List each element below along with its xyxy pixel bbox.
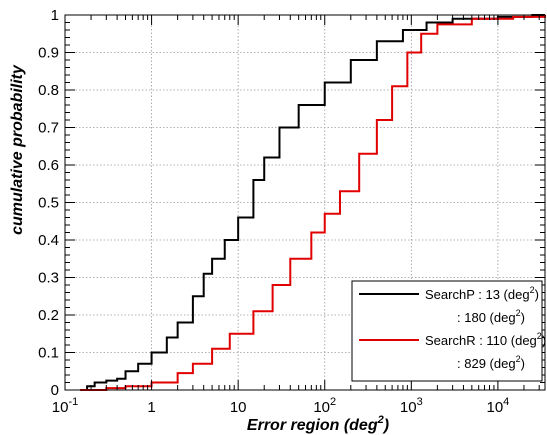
y-tick-label: 1 (51, 7, 59, 24)
x-tick-label-exponent: 2 (330, 396, 336, 408)
legend-entry-unit-close: ) (542, 333, 546, 348)
legend-entry-text: : 180 (deg2) (457, 308, 525, 325)
series-line-searchp (80, 14, 545, 391)
legend-entry-unit: (deg (490, 356, 516, 371)
y-tick-label: 0.7 (38, 120, 59, 137)
y-tick-label: 0.5 (38, 195, 59, 212)
y-tick-label: 0.2 (38, 307, 59, 324)
x-tick-label: 104 (486, 396, 509, 416)
legend-entry-label: : (457, 356, 464, 371)
x-axis-title-end: ) (382, 417, 389, 434)
x-axis-title: Error region (deg2) (247, 414, 389, 434)
x-tick-label-base: 10 (230, 399, 247, 416)
legend-entry-value: 110 (486, 333, 510, 348)
x-tick-label-base: 1 (147, 399, 155, 416)
y-tick-label: 0.1 (38, 345, 59, 362)
legend-entry-text: SearchP : 13 (deg2) (425, 285, 539, 302)
legend-entry-unit-exponent: 2 (516, 354, 521, 364)
x-axis-title-sup: 2 (377, 414, 384, 426)
tick-labels: 10-1 1 10 102 103 10400.10.20.30.40.50.60.70.… (38, 7, 509, 416)
series-line-searchr (80, 15, 546, 391)
x-tick-label: 103 (400, 396, 423, 416)
y-tick-label: 0 (51, 382, 59, 399)
x-tick-label: 1 (147, 399, 155, 416)
legend-entry-text: : 829 (deg2) (457, 354, 525, 371)
legend-entry-unit-exponent: 2 (537, 331, 542, 341)
legend-entry-value: 13 (485, 287, 503, 302)
x-tick-label: 102 (313, 396, 336, 416)
legend-entry-unit-close: ) (521, 310, 525, 325)
legend-entry-unit-close: ) (521, 356, 525, 371)
x-axis-title-main: Error region (deg (247, 417, 378, 434)
y-tick-label: 0.4 (38, 232, 59, 249)
y-axis-title: cumulative probability (9, 64, 26, 235)
x-tick-label-exponent: 4 (503, 396, 509, 408)
x-tick-label-base: 10 (52, 399, 69, 416)
x-tick-label-base: 10 (486, 399, 503, 416)
x-tick-label-exponent: 3 (417, 396, 423, 408)
legend-entry-value: 829 (464, 356, 489, 371)
legend-entry-unit: (deg (504, 287, 530, 302)
y-tick-label: 0.8 (38, 82, 59, 99)
legend-box (351, 280, 543, 382)
legend-entry-text: SearchR : 110 (deg2) (425, 331, 546, 348)
x-tick-label: 10 (230, 399, 247, 416)
y-tick-label: 0.9 (38, 45, 59, 62)
legend-entry-label: SearchP : (425, 287, 485, 302)
legend-entry-unit-close: ) (535, 287, 539, 302)
legend-entry-label: : (457, 310, 464, 325)
legend-entry-unit-exponent: 2 (530, 285, 535, 295)
legend-entry-value: 180 (464, 310, 489, 325)
legend-entry-unit-exponent: 2 (516, 308, 521, 318)
legend: SearchP : 13 (deg2): 180 (deg2)SearchR :… (351, 280, 546, 382)
series-lines (80, 14, 546, 391)
legend-entry-unit: (deg (511, 333, 537, 348)
legend-entry-unit: (deg (490, 310, 516, 325)
x-tick-label-base: 10 (313, 399, 330, 416)
x-tick-label: 10-1 (52, 396, 78, 416)
legend-entry-label: SearchR : (425, 333, 486, 348)
y-tick-label: 0.3 (38, 270, 59, 287)
x-tick-label-exponent: -1 (68, 396, 78, 408)
x-tick-label-base: 10 (400, 399, 417, 416)
y-tick-label: 0.6 (38, 157, 59, 174)
